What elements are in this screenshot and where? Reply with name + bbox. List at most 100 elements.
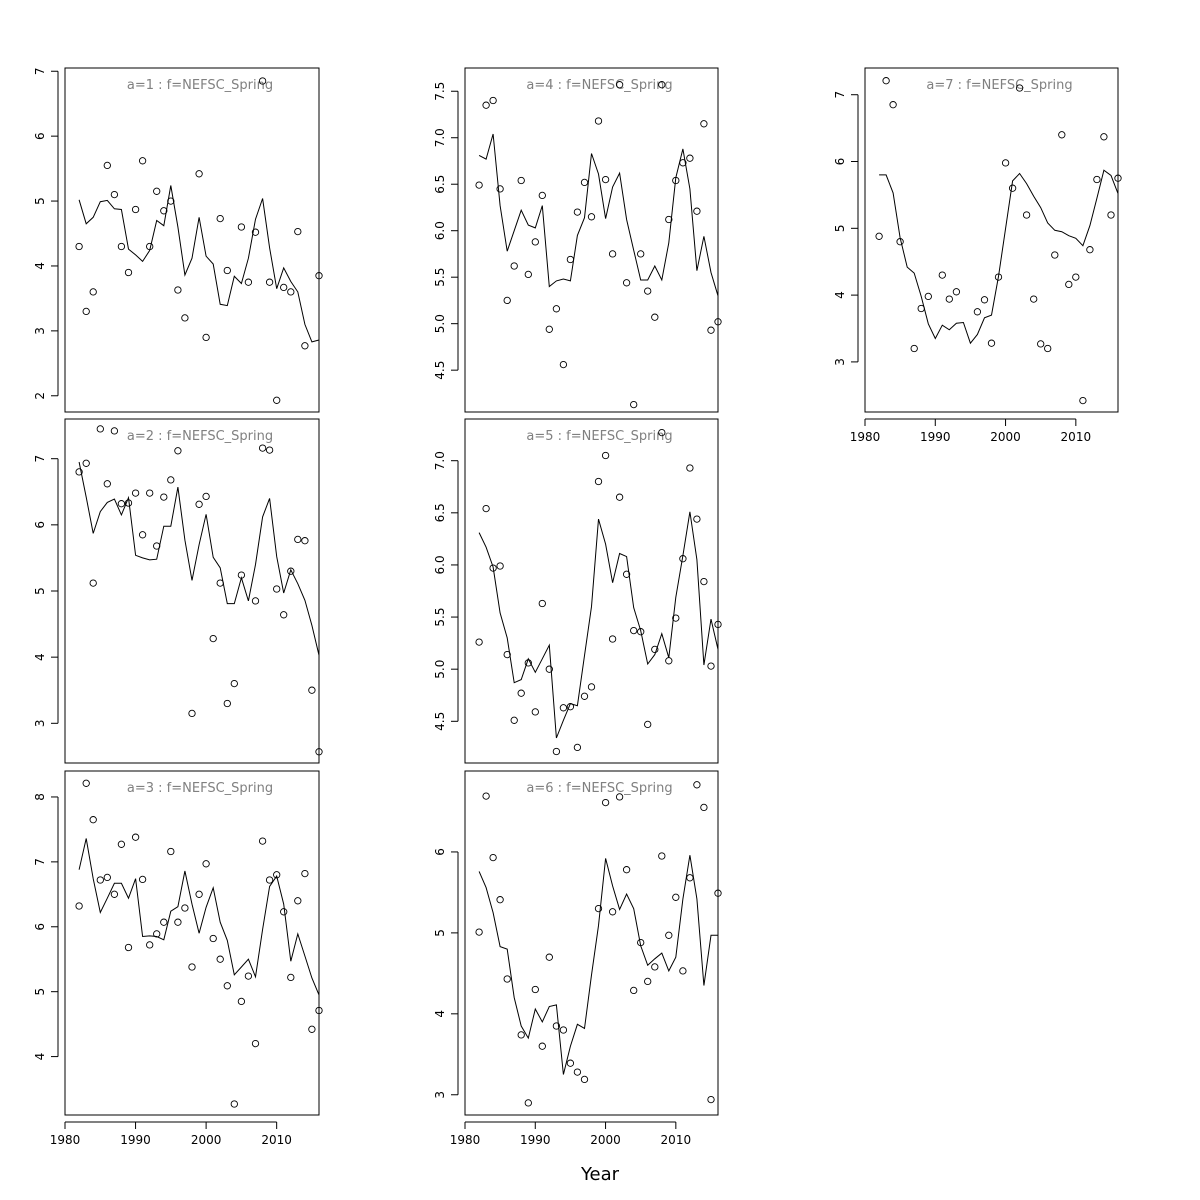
fitted-line [478, 855, 718, 1075]
x-tick-label: 1990 [920, 430, 951, 444]
observed-point [1008, 184, 1017, 192]
observed-point [258, 77, 267, 85]
y-tick-label: 5 [33, 197, 47, 205]
observed-point [209, 934, 217, 943]
observed-point [545, 665, 553, 673]
observed-point [980, 296, 989, 304]
observed-point [237, 997, 246, 1006]
observed-point [301, 342, 309, 350]
y-tick-label: 5.5 [433, 608, 447, 627]
observed-point [82, 459, 90, 467]
panel-title: a=5 : f=NEFSC_Spring [526, 429, 672, 444]
observed-point [110, 190, 119, 199]
observed-point [1100, 133, 1108, 141]
observed-point [630, 986, 638, 995]
observed-point [244, 972, 253, 980]
observed-point [938, 271, 946, 279]
panel-frame [864, 67, 1119, 413]
y-tick-label: 4.5 [433, 712, 447, 731]
panel-3: a=3 : f=NEFSC_Spring 4 5 6 7 8 1980 1990 2000 201… [33, 770, 323, 1147]
observed-point [280, 611, 288, 619]
observed-point [608, 250, 617, 258]
observed-point [475, 638, 483, 646]
observed-point [482, 101, 490, 109]
observed-point [622, 866, 631, 874]
observed-point [110, 427, 119, 435]
observed-point [714, 318, 722, 326]
observed-point [138, 531, 147, 539]
observed-point [251, 228, 260, 236]
observed-point [524, 270, 532, 279]
observed-point [594, 904, 603, 913]
panel-frame [464, 67, 719, 413]
y-tick-label: 3 [33, 719, 47, 727]
observed-point [573, 208, 582, 216]
observed-point [693, 207, 701, 215]
observed-point [510, 716, 518, 724]
observed-point [475, 181, 483, 189]
observed-point [679, 967, 687, 975]
observed-point [489, 853, 497, 862]
observed-point [110, 890, 119, 898]
observed-point [503, 975, 511, 983]
y-tick-label: 6 [833, 158, 847, 166]
observed-point [1015, 84, 1024, 92]
observed-point [622, 570, 631, 578]
y-tick-label: 4.5 [433, 361, 447, 380]
observed-point [973, 308, 982, 316]
observed-point [665, 215, 673, 224]
fitted-line [78, 185, 320, 343]
observed-point [230, 1100, 238, 1108]
observed-point [195, 890, 203, 898]
observed-point [117, 840, 126, 848]
observed-point [301, 537, 309, 545]
observed-point [482, 504, 490, 513]
observed-point [651, 313, 659, 321]
observed-point [608, 635, 617, 643]
observed-point [202, 333, 210, 342]
observed-point [538, 599, 546, 608]
y-tick-label: 7 [33, 67, 47, 75]
observed-point [622, 279, 631, 287]
observed-point [496, 562, 504, 570]
observed-point [160, 493, 168, 501]
observed-point [308, 686, 316, 694]
observed-point [181, 314, 189, 322]
y-tick-label: 3 [433, 1091, 447, 1099]
observed-point [672, 893, 680, 901]
observed-point [153, 187, 161, 195]
x-tick-label: 2010 [1061, 430, 1092, 444]
observed-point [223, 699, 231, 708]
observed-point [714, 889, 722, 897]
observed-point [503, 296, 511, 305]
observed-point [566, 255, 575, 264]
y-tick-label: 8 [33, 793, 47, 801]
panel-title: a=2 : f=NEFSC_Spring [127, 429, 273, 444]
x-tick-label: 2010 [261, 1133, 292, 1147]
y-tick-label: 5 [33, 587, 47, 595]
observed-point [103, 480, 111, 488]
observed-point [1022, 211, 1031, 219]
y-tick-label: 6 [33, 521, 47, 529]
observed-point [686, 154, 694, 162]
y-tick-label: 6 [33, 923, 47, 931]
y-tick-label: 6.0 [433, 555, 447, 574]
observed-point [587, 213, 596, 221]
observed-point [608, 908, 617, 916]
y-tick-label: 2 [33, 392, 47, 400]
observed-point [707, 326, 715, 334]
observed-point [1030, 295, 1038, 303]
y-tick-label: 7 [33, 455, 47, 463]
observed-point [273, 396, 281, 404]
observed-point [131, 205, 140, 214]
observed-point [188, 963, 196, 971]
panel-5: a=5 : f=NEFSC_Spring 4.5 5.0 5.5 6.0 6.5 7.0 [433, 418, 722, 764]
observed-point [644, 720, 652, 729]
y-tick-label: 6.5 [433, 175, 447, 194]
observed-point [538, 1042, 546, 1050]
observed-point [1044, 344, 1052, 353]
x-tick-label: 1990 [520, 1133, 551, 1147]
observed-point [637, 628, 645, 636]
panel-frame [64, 67, 320, 413]
observed-point [82, 779, 90, 787]
